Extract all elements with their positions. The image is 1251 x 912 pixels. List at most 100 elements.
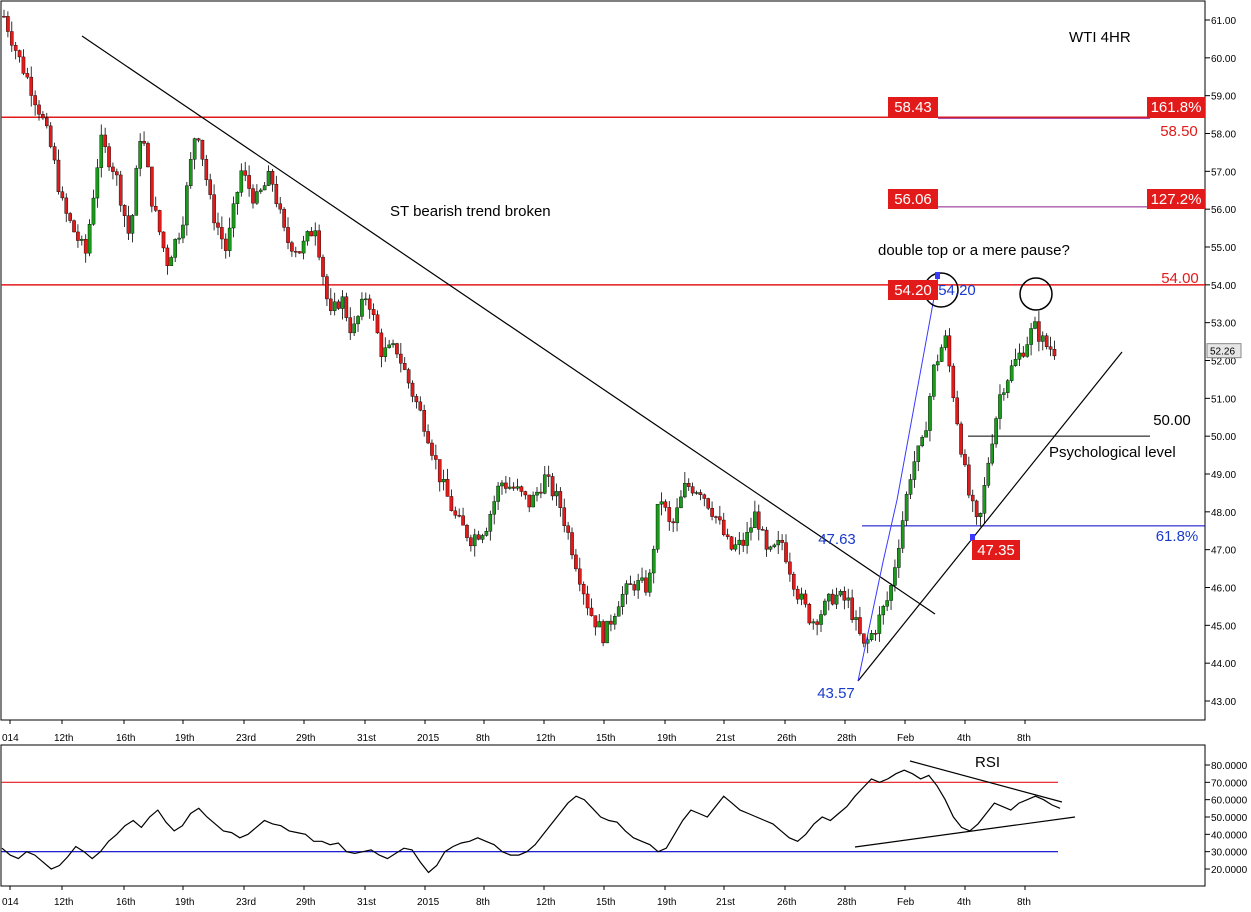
candle-body	[640, 578, 643, 581]
date-label: 014	[2, 733, 19, 744]
candle-body	[675, 508, 678, 523]
date-label: 4th	[957, 733, 971, 744]
candle-body	[123, 205, 126, 215]
candle-body	[84, 239, 87, 253]
candle-body	[909, 480, 912, 495]
date-label: 19th	[657, 897, 676, 907]
candle-body	[788, 562, 791, 574]
date-label: 23rd	[236, 897, 256, 907]
candle-body	[714, 517, 717, 518]
candle-body	[224, 239, 227, 251]
price-tick-label: 55.00	[1211, 243, 1236, 254]
candle-body	[1037, 322, 1040, 342]
candle-body	[874, 633, 877, 634]
candle-body	[450, 496, 453, 510]
candle-body	[683, 483, 686, 497]
candle-body	[158, 210, 161, 232]
candle-body	[154, 206, 157, 210]
candle-body	[543, 475, 546, 494]
candle-body	[812, 622, 815, 623]
candle-body	[209, 180, 212, 195]
date-label: 21st	[716, 733, 735, 744]
candle-body	[769, 547, 772, 549]
candle-body	[166, 248, 169, 266]
candle-body	[104, 135, 107, 147]
tag-58-43: 58.43	[894, 99, 932, 116]
candle-body	[944, 336, 947, 348]
candle-body	[800, 594, 803, 599]
candle-body	[193, 139, 196, 160]
psychological-level-label: Psychological level	[1049, 444, 1176, 461]
candle-body	[220, 227, 223, 239]
date-label: 26th	[777, 733, 796, 744]
candle-body	[819, 615, 822, 625]
candle-body	[485, 531, 488, 535]
candle-body	[423, 410, 426, 431]
candle-body	[889, 585, 892, 600]
candle-body	[858, 617, 861, 633]
candle-body	[454, 511, 457, 515]
candle-body	[96, 168, 99, 198]
candle-body	[672, 522, 675, 523]
candle-body	[847, 598, 850, 600]
candle-body	[854, 617, 857, 619]
candle-body	[399, 354, 402, 363]
tag-56-06: 56.06	[894, 191, 932, 208]
tag-54-20-red: 54.20	[894, 282, 932, 299]
candle-body	[185, 186, 188, 225]
candle-body	[979, 513, 982, 517]
candle-body	[391, 343, 394, 344]
candle-body	[547, 475, 550, 477]
candle-body	[446, 479, 449, 496]
candle-body	[613, 616, 616, 624]
rsi-tick-label: 60.0000	[1211, 796, 1248, 807]
candle-body	[255, 192, 258, 204]
candle-body	[1049, 347, 1052, 349]
candle-body	[722, 520, 725, 535]
candle-body	[555, 491, 558, 496]
date-label: 23rd	[236, 733, 256, 744]
candle-body	[263, 186, 266, 190]
candle-body	[127, 216, 130, 234]
date-label: 15th	[596, 733, 615, 744]
candle-body	[34, 96, 37, 105]
candle-body	[777, 540, 780, 545]
candle-body	[415, 396, 418, 401]
candle-body	[333, 302, 336, 311]
candle-body	[967, 465, 970, 495]
candle-body	[928, 396, 931, 430]
candle-body	[434, 455, 437, 459]
candle-body	[983, 485, 986, 513]
candle-body	[115, 172, 118, 175]
candle-body	[458, 515, 461, 516]
date-label: 12th	[536, 897, 555, 907]
candle-body	[407, 370, 410, 384]
candle-body	[734, 545, 737, 550]
candle-body	[349, 318, 352, 333]
candle-body	[150, 167, 153, 206]
candle-body	[426, 431, 429, 443]
candle-body	[718, 517, 721, 520]
tag-47-35: 47.35	[977, 542, 1015, 559]
candle-body	[948, 336, 951, 366]
candle-body	[882, 606, 885, 615]
rsi-tick-label: 80.0000	[1211, 761, 1248, 772]
candle-body	[419, 402, 422, 410]
candle-body	[609, 621, 612, 624]
candle-body	[162, 232, 165, 248]
candle-body	[851, 598, 854, 620]
candle-body	[823, 601, 826, 614]
candle-body	[551, 476, 554, 496]
candle-body	[504, 483, 507, 489]
price-tick-label: 56.00	[1211, 205, 1236, 216]
candle-body	[469, 538, 472, 546]
candle-body	[656, 504, 659, 549]
candle-body	[804, 594, 807, 604]
candle-body	[368, 299, 371, 310]
candle-body	[738, 540, 741, 545]
candle-body	[648, 573, 651, 592]
candle-body	[298, 251, 301, 253]
candle-body	[481, 535, 484, 539]
date-label: 2015	[417, 733, 440, 744]
candle-body	[971, 495, 974, 501]
